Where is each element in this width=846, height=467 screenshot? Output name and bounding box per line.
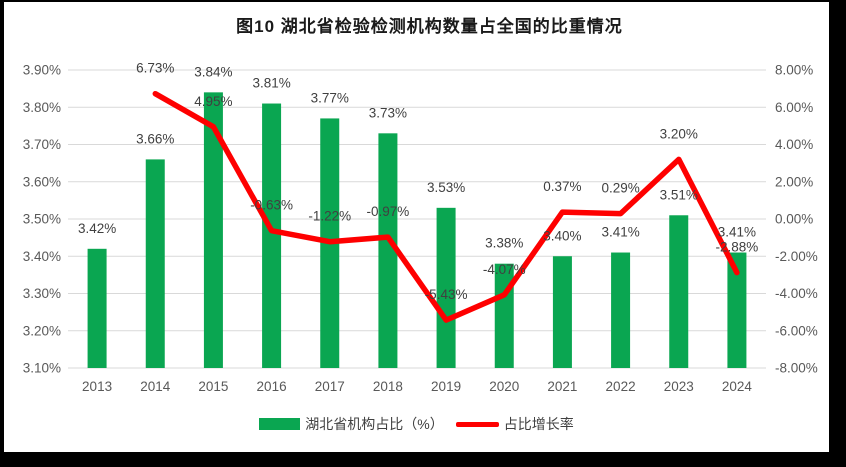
bar [436, 207, 456, 368]
bar-data-label: 3.42% [78, 221, 116, 236]
y-axis-tick-right: 0.00% [775, 212, 813, 227]
bar [611, 252, 631, 368]
x-axis-tick: 2016 [257, 379, 287, 394]
bar-data-label: 3.51% [660, 187, 698, 202]
legend-swatch-bar-icon [259, 418, 301, 430]
line-data-label: 4.95% [194, 94, 232, 109]
line-data-label: 0.29% [601, 181, 639, 196]
line-data-label: 6.73% [136, 61, 174, 76]
bar [262, 103, 282, 369]
bar-data-label: 3.73% [369, 105, 407, 120]
line-data-label: -2.88% [716, 240, 759, 255]
bar [378, 133, 398, 368]
legend-swatch-line-icon [455, 421, 499, 427]
y-axis-tick-right: -4.00% [775, 286, 818, 301]
y-axis-tick-right: 4.00% [775, 137, 813, 152]
bar [203, 92, 223, 368]
bar-data-label: 3.41% [718, 225, 756, 240]
legend-label-bar: 湖北省机构占比（%） [305, 416, 444, 432]
bar [669, 215, 689, 368]
y-axis-tick-right: -2.00% [775, 249, 818, 264]
bar [727, 252, 747, 368]
bar [552, 256, 572, 368]
y-axis-tick-right: -6.00% [775, 323, 818, 338]
legend: 湖北省机构占比（%） 占比增长率 [4, 414, 829, 434]
legend-label-line: 占比增长率 [503, 416, 574, 432]
bar [145, 159, 165, 368]
y-axis-tick-left: 3.10% [23, 361, 61, 376]
x-axis-tick: 2024 [722, 379, 753, 394]
y-axis-tick-left: 3.30% [23, 286, 61, 301]
x-axis-tick: 2013 [82, 379, 112, 394]
y-axis-tick-right: 8.00% [775, 63, 813, 78]
x-axis-tick: 2015 [198, 379, 228, 394]
chart-title: 图10 湖北省检验检测机构数量占全国的比重情况 [236, 17, 623, 36]
chart-panel: 图10 湖北省检验检测机构数量占全国的比重情况 3.90% 8.00% 3.80% 6… [4, 2, 829, 452]
bar-data-label: 3.81% [252, 76, 290, 91]
y-axis-tick-right: 6.00% [775, 100, 813, 115]
line-data-label: -4.07% [483, 262, 526, 277]
line-data-label: -1.22% [308, 209, 351, 224]
x-axis-tick: 2018 [373, 379, 403, 394]
line-data-label: 3.20% [660, 126, 698, 141]
bar-data-label: 3.53% [427, 180, 465, 195]
y-axis-tick-left: 3.60% [23, 174, 61, 189]
line-data-label: -0.97% [367, 204, 410, 219]
y-axis-tick-right: -8.00% [775, 361, 818, 376]
x-axis-tick: 2022 [606, 379, 636, 394]
bar-data-label: 3.66% [136, 131, 174, 146]
bar [87, 248, 107, 368]
x-axis-tick: 2020 [489, 379, 519, 394]
x-axis-tick: 2019 [431, 379, 461, 394]
bar-data-label: 3.41% [601, 225, 639, 240]
bar-data-label: 3.77% [311, 90, 349, 105]
y-axis-tick-left: 3.90% [23, 63, 61, 78]
bar-data-label: 3.38% [485, 236, 523, 251]
y-axis-tick-left: 3.50% [23, 212, 61, 227]
y-axis-tick-left: 3.20% [23, 323, 61, 338]
y-axis-tick-left: 3.40% [23, 249, 61, 264]
trend-line [152, 90, 740, 323]
x-axis-tick: 2021 [547, 379, 577, 394]
x-axis-tick: 2017 [315, 379, 345, 394]
bar [494, 263, 514, 368]
line-data-label: -5.43% [425, 287, 468, 302]
combo-chart: 3.90% 8.00% 3.80% 6.00% 3.70% 4.00% 3.60% 2.00%… [23, 61, 818, 394]
y-axis-tick-left: 3.70% [23, 137, 61, 152]
legend-item-bar: 湖北省机构占比（%） [259, 414, 444, 434]
x-axis-tick: 2014 [140, 379, 171, 394]
line-data-label: 0.37% [543, 179, 581, 194]
bar-data-label: 3.40% [543, 228, 581, 243]
legend-item-line: 占比增长率 [455, 414, 574, 434]
y-axis-tick-left: 3.80% [23, 100, 61, 115]
bar-data-label: 3.84% [194, 64, 232, 79]
x-axis-tick: 2023 [664, 379, 694, 394]
y-axis-tick-right: 2.00% [775, 174, 813, 189]
line-data-label: -0.63% [250, 198, 293, 213]
